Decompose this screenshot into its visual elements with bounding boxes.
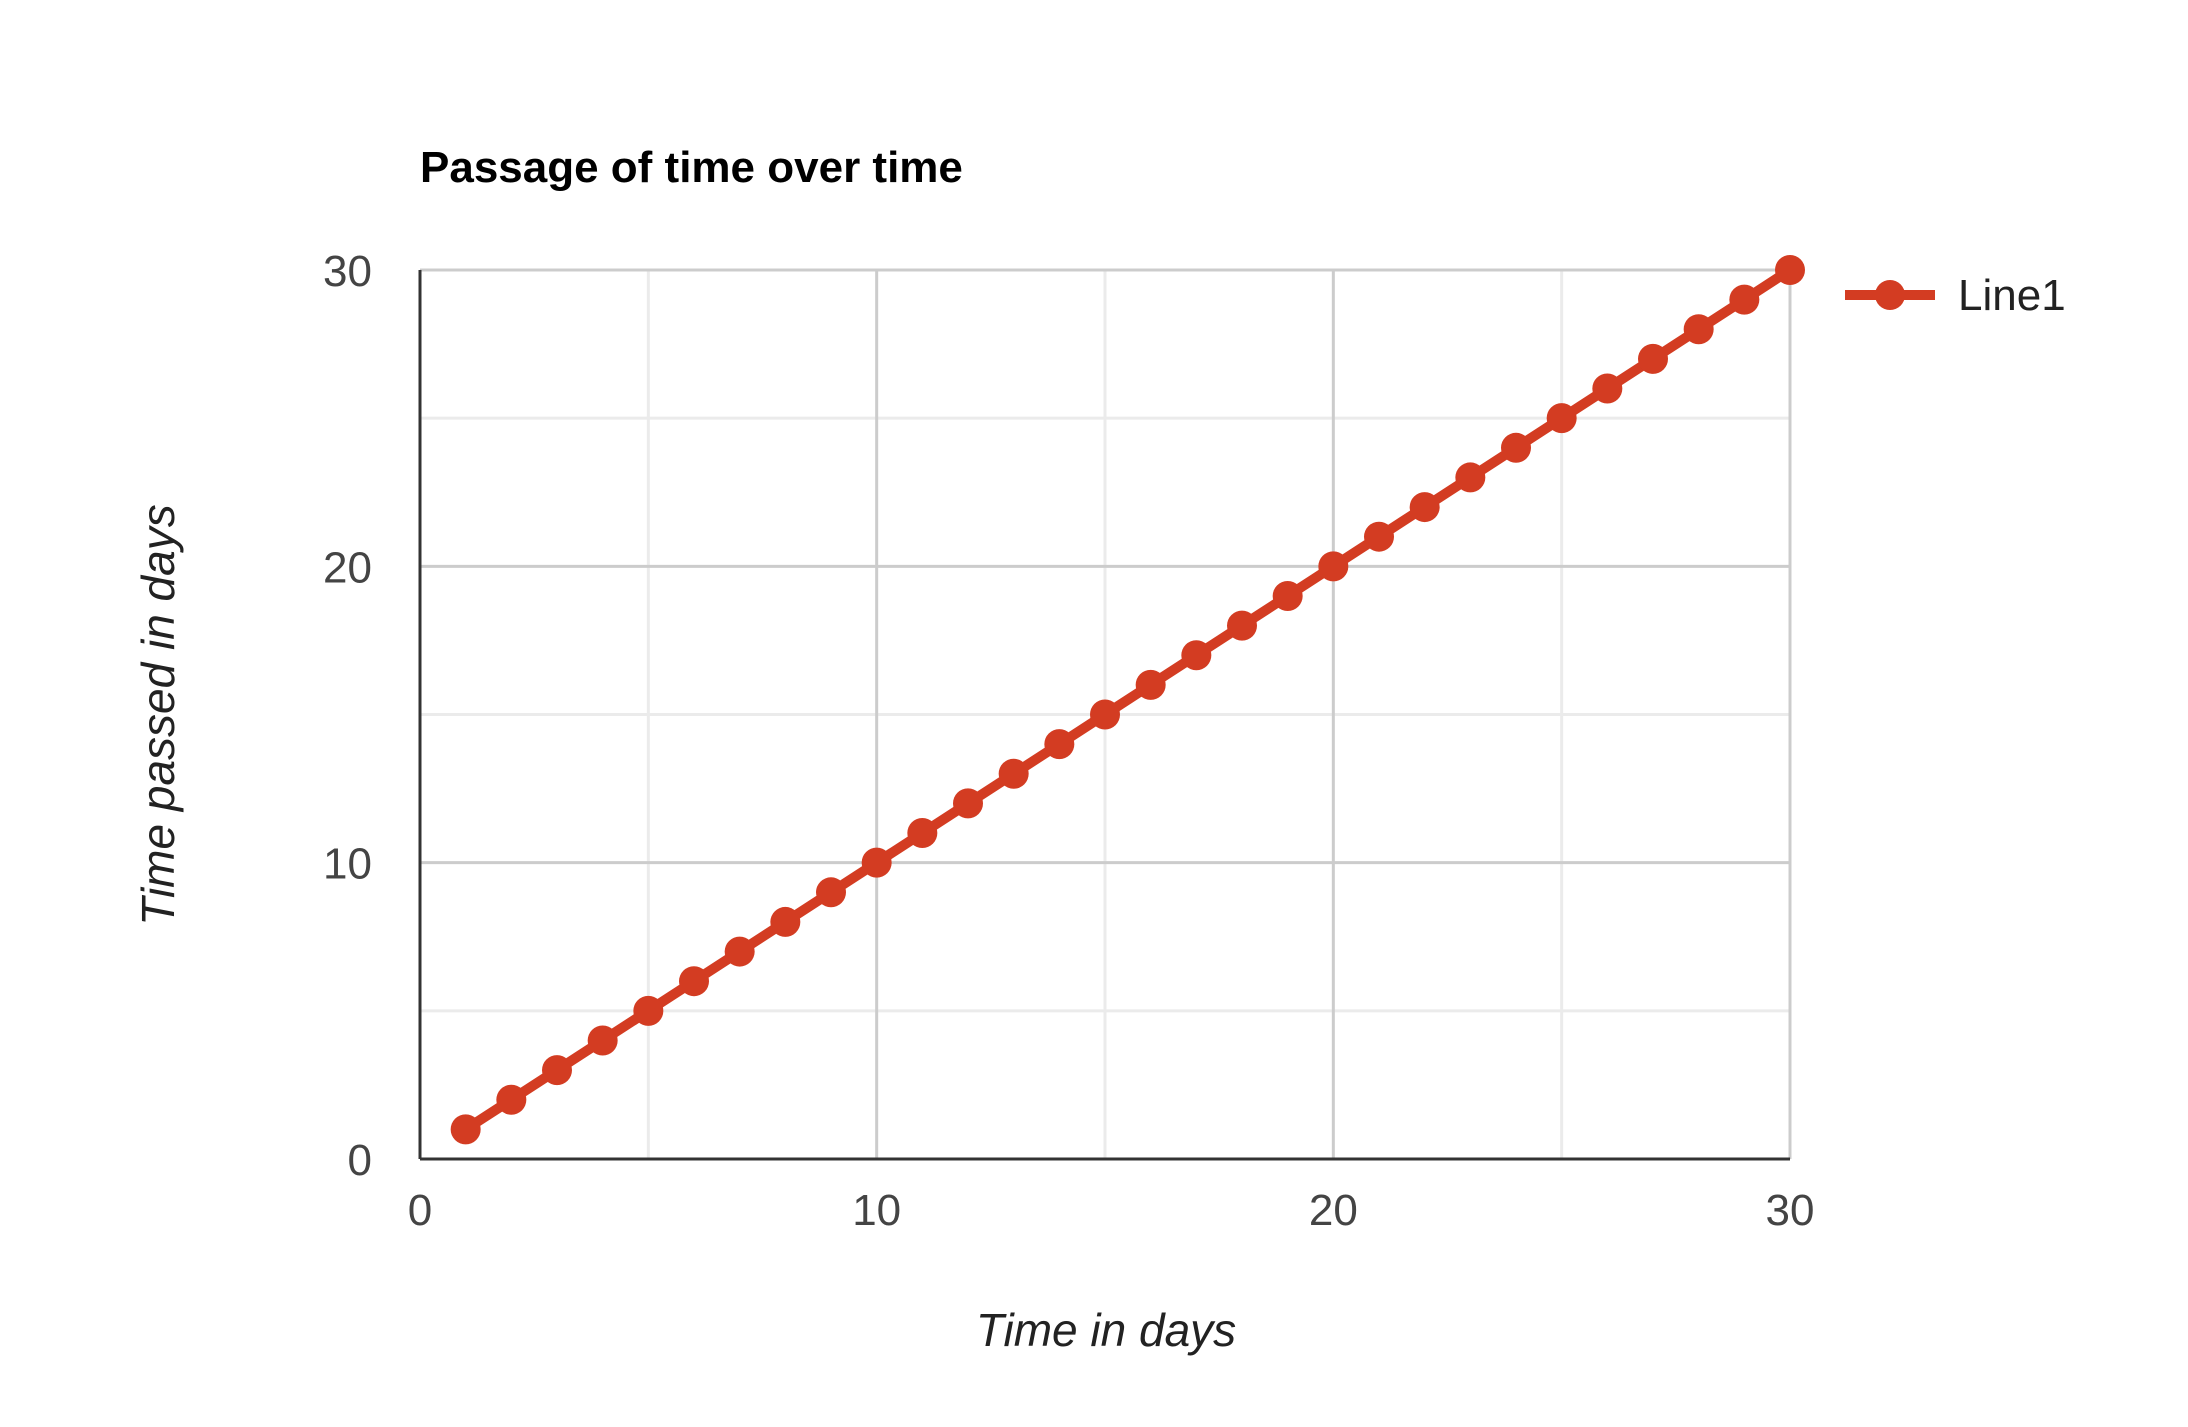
data-point <box>496 1084 527 1115</box>
chart-title: Passage of time over time <box>420 143 963 192</box>
data-point <box>633 995 664 1026</box>
data-point <box>1546 403 1577 434</box>
data-point <box>1272 580 1303 611</box>
data-point <box>1775 255 1805 285</box>
data-point <box>907 818 938 849</box>
data-point <box>724 936 755 967</box>
data-point <box>1044 729 1075 760</box>
y-axis-title: Time passed in days <box>132 504 184 925</box>
x-tick-label: 0 <box>408 1186 432 1235</box>
data-point <box>1455 462 1486 493</box>
y-tick-label: 10 <box>323 840 372 889</box>
data-point <box>679 966 709 997</box>
x-tick-label: 10 <box>852 1186 901 1235</box>
data-point <box>770 906 801 937</box>
y-tick-label: 0 <box>348 1136 372 1185</box>
x-tick-label: 30 <box>1766 1186 1815 1235</box>
data-point <box>953 788 983 819</box>
y-tick-label: 20 <box>323 543 372 592</box>
legend: Line1 <box>1845 271 2066 320</box>
data-point <box>450 1114 481 1145</box>
data-point <box>1090 699 1120 730</box>
series-0 <box>450 255 1805 1145</box>
series-layer <box>450 255 1805 1145</box>
data-point <box>1683 314 1714 345</box>
data-point <box>542 1055 572 1086</box>
series-line <box>460 265 1795 1135</box>
legend-label-line1: Line1 <box>1958 271 2066 320</box>
x-tick-label: 20 <box>1309 1186 1358 1235</box>
data-point <box>1409 492 1440 523</box>
x-axis-title: Time in days <box>976 1304 1236 1356</box>
data-point <box>1729 284 1760 315</box>
data-point <box>816 877 846 908</box>
data-point <box>1318 551 1349 582</box>
data-point <box>1592 373 1623 404</box>
data-point <box>587 1025 618 1056</box>
data-point <box>1135 669 1166 700</box>
data-point <box>1181 640 1212 671</box>
data-point <box>1638 343 1668 374</box>
tick-labels: 0 10 20 30 0 10 20 30 <box>323 247 1814 1235</box>
data-point <box>1227 610 1257 641</box>
data-point <box>1501 432 1531 463</box>
data-point <box>998 758 1029 789</box>
axes <box>418 270 1790 1161</box>
legend-marker <box>1875 280 1905 310</box>
y-tick-label: 30 <box>323 247 372 296</box>
data-point <box>861 847 892 878</box>
data-point <box>1364 521 1394 552</box>
